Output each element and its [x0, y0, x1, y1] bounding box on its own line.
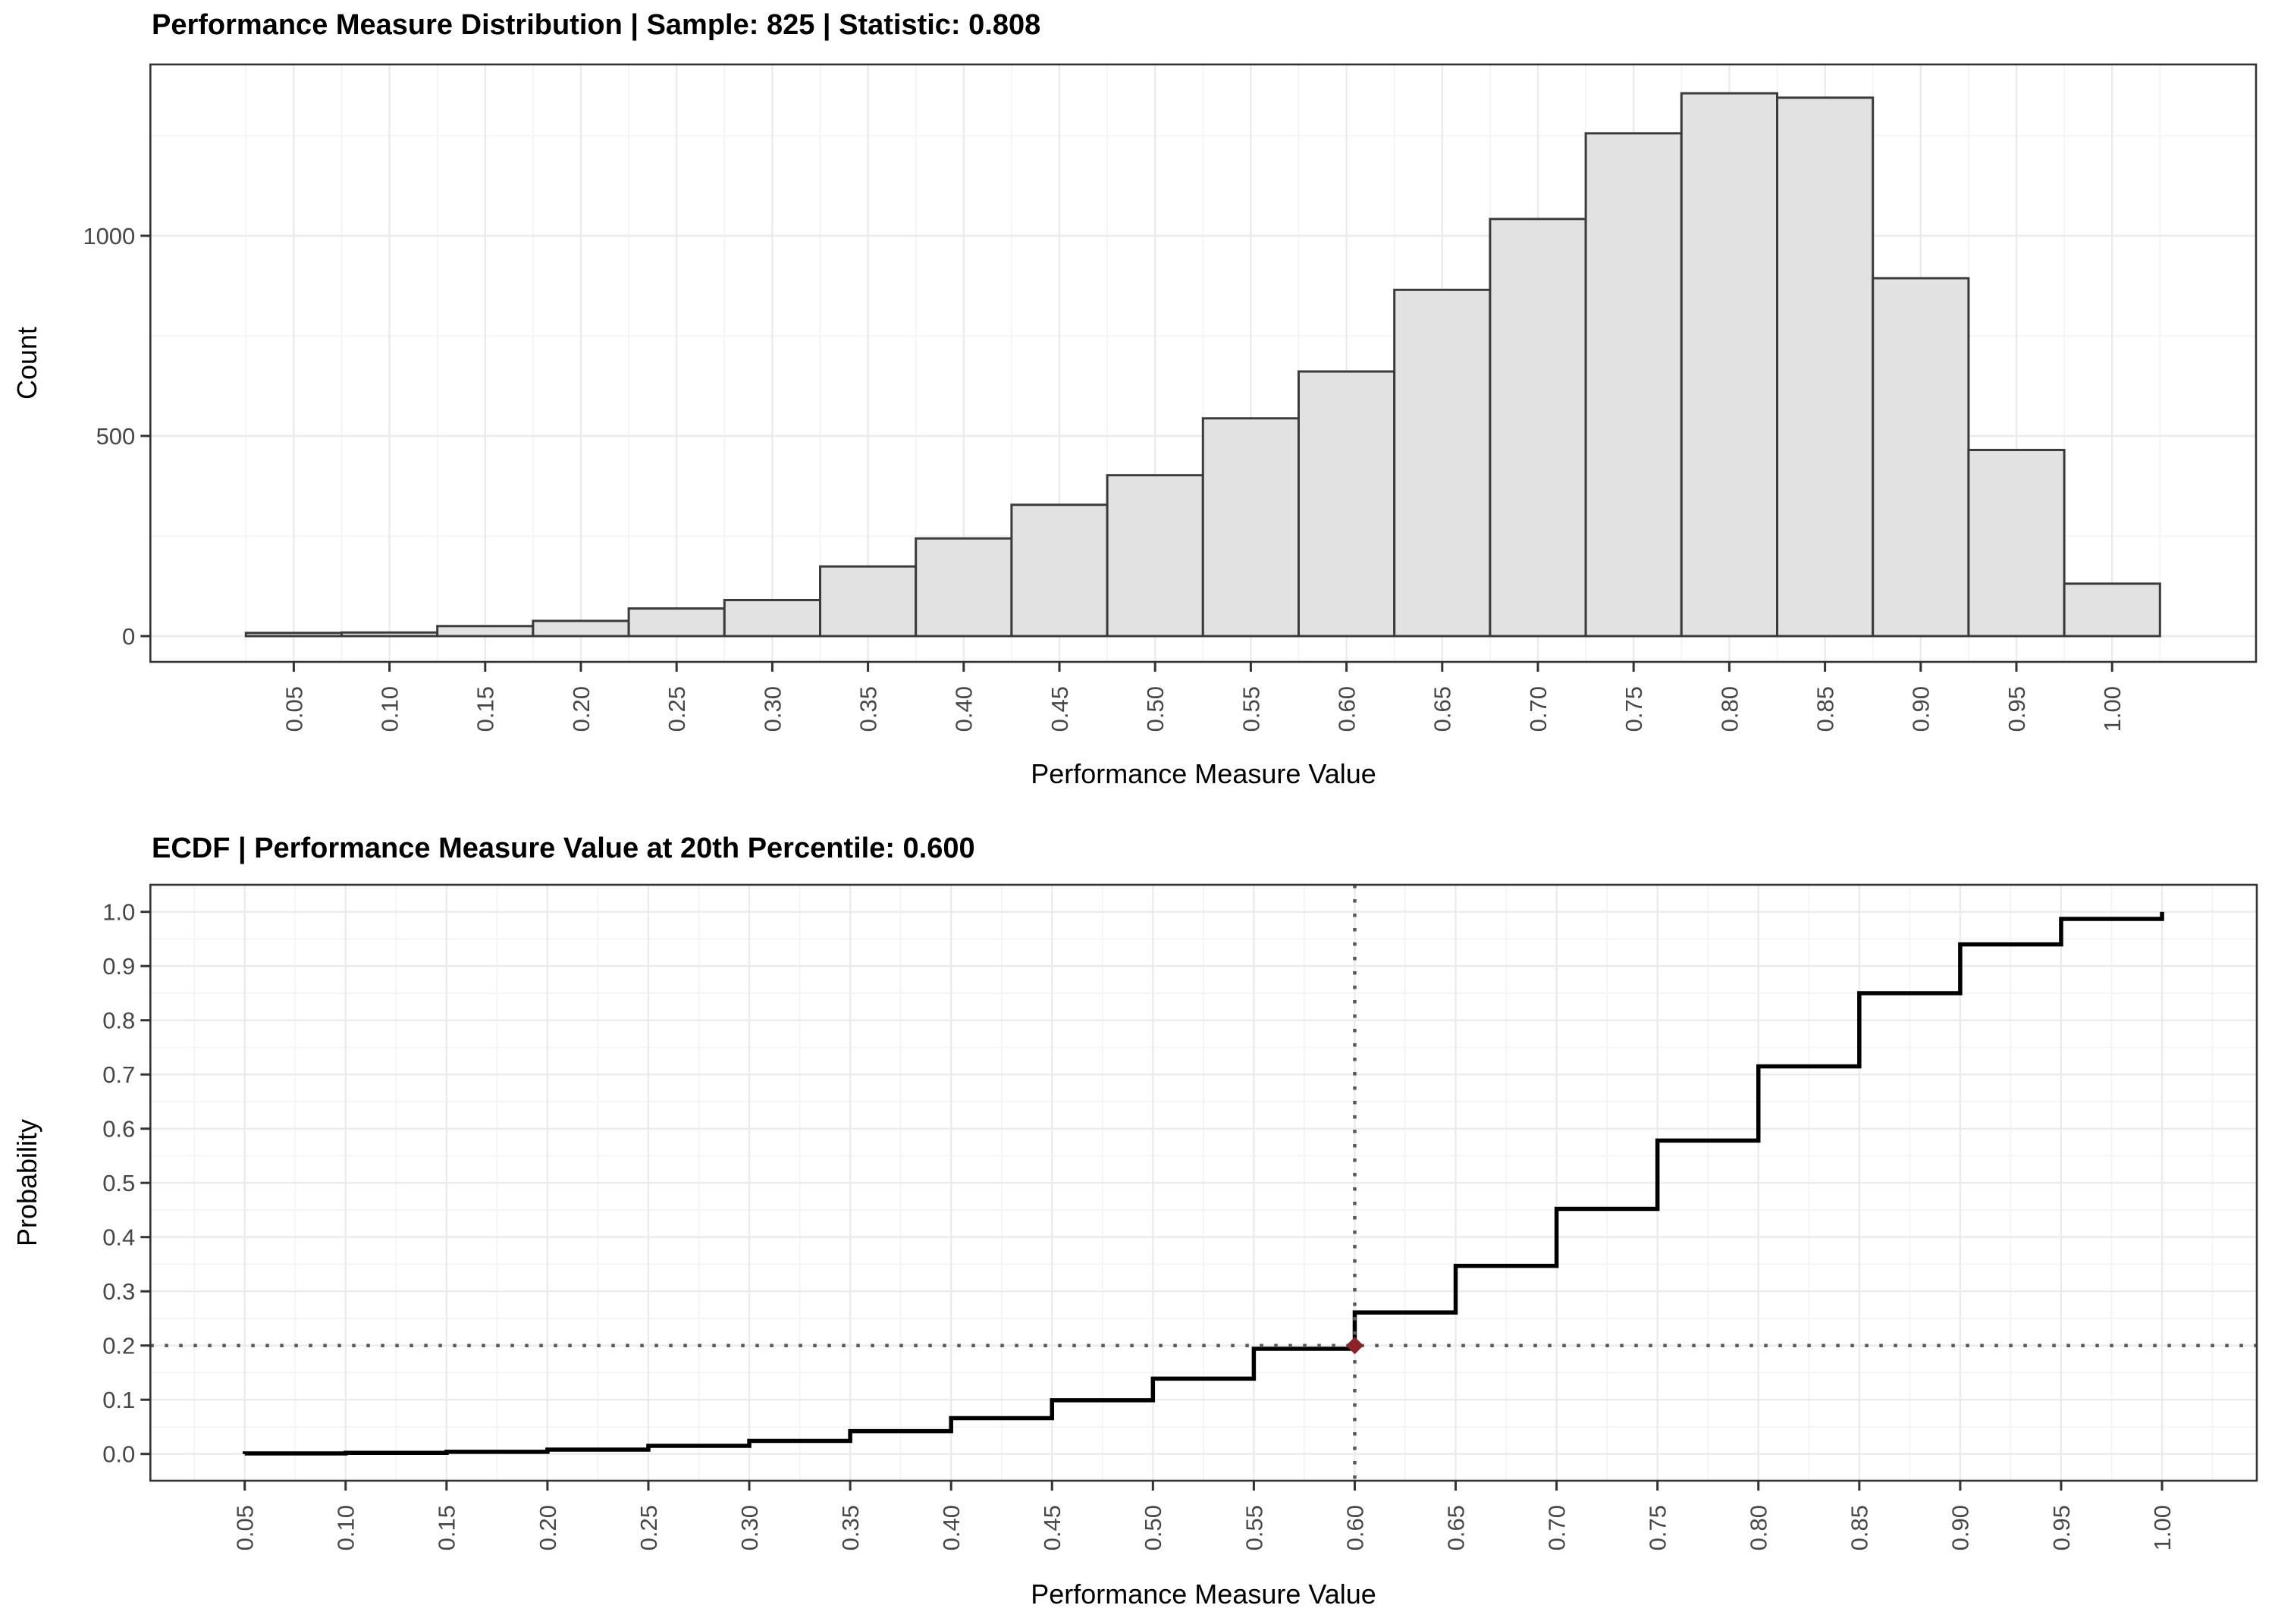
- x-tick-label: 1.00: [2099, 686, 2126, 732]
- x-tick-label: 0.60: [1341, 1505, 1368, 1550]
- x-tick-label: 0.45: [1039, 1505, 1065, 1550]
- y-tick-label: 0.3: [102, 1278, 135, 1305]
- x-tick-label: 0.05: [232, 1505, 259, 1550]
- y-tick-label: 0.4: [102, 1224, 135, 1251]
- percentile-point: [1345, 1337, 1363, 1355]
- y-tick-label: 500: [96, 423, 136, 450]
- histogram-plot: 0.05 0.10 0.15 0.20 0.25 0.30 0.35 0.40 0.45 0.50…: [83, 63, 2258, 732]
- histogram-bar: [627, 607, 726, 638]
- x-tick-label: 0.75: [1621, 686, 1647, 732]
- histogram-bar: [1776, 96, 1875, 638]
- x-tick-label: 0.10: [333, 1505, 359, 1550]
- x-tick-label: 0.30: [759, 686, 786, 732]
- x-tick-label: 0.65: [1442, 1505, 1469, 1550]
- histogram-bar: [532, 619, 630, 638]
- x-tick-label: 0.35: [855, 686, 881, 732]
- x-tick-label: 0.40: [938, 1505, 965, 1550]
- x-tick-label: 0.70: [1543, 1505, 1570, 1550]
- histogram-bar: [723, 598, 821, 638]
- histogram-bar: [1489, 218, 1587, 638]
- x-tick-label: 0.25: [635, 1505, 662, 1550]
- y-tick-label: 0.2: [102, 1333, 135, 1359]
- y-tick-label: 0.5: [102, 1170, 135, 1196]
- x-tick-label: 0.10: [376, 686, 403, 732]
- x-tick-label: 0.55: [1241, 1505, 1267, 1550]
- histogram-bar: [436, 625, 535, 638]
- ecdf-step-line: [242, 911, 2164, 1456]
- x-tick-label: 0.65: [1429, 686, 1456, 732]
- x-tick-label: 0.85: [1812, 686, 1838, 732]
- x-tick-label: 0.35: [837, 1505, 864, 1550]
- y-tick-label: 0.7: [102, 1061, 135, 1088]
- y-tick-label: 0: [122, 623, 135, 650]
- histogram-title: Performance Measure Distribution | Sampl…: [152, 9, 1041, 41]
- y-tick-label: 0.8: [102, 1008, 135, 1034]
- x-tick-label: 0.30: [736, 1505, 763, 1550]
- x-tick-label: 0.70: [1525, 686, 1552, 732]
- x-tick-label: 0.05: [281, 686, 307, 732]
- x-tick-label: 0.20: [568, 686, 595, 732]
- histogram-bar: [915, 537, 1013, 638]
- y-tick-label: 0.0: [102, 1441, 135, 1468]
- histogram-bar: [244, 632, 343, 638]
- ecdf-plot: 0.05 0.10 0.15 0.20 0.25 0.30 0.35 0.40 0.45 0.50…: [102, 883, 2258, 1550]
- x-tick-label: 1.00: [2149, 1505, 2176, 1550]
- x-tick-label: 0.85: [1847, 1505, 1873, 1550]
- histogram-bar: [1201, 417, 1301, 638]
- x-tick-label: 0.25: [664, 686, 690, 732]
- ecdf-x-axis-title: Performance Measure Value: [1031, 1579, 1376, 1610]
- histogram-bar: [1680, 92, 1779, 638]
- histogram-bar: [340, 631, 439, 638]
- x-tick-label: 0.90: [1947, 1505, 1974, 1550]
- histogram-panel-border: [149, 63, 2258, 663]
- histogram-bar: [1393, 288, 1492, 638]
- y-tick-label: 0.9: [102, 953, 135, 980]
- x-tick-label: 0.50: [1142, 686, 1169, 732]
- x-tick-label: 0.40: [951, 686, 977, 732]
- x-tick-label: 0.50: [1140, 1505, 1166, 1550]
- histogram-bar: [1967, 448, 2066, 638]
- x-tick-label: 0.95: [2004, 686, 2030, 732]
- x-tick-label: 0.20: [535, 1505, 561, 1550]
- x-tick-label: 0.90: [1908, 686, 1935, 732]
- x-tick-label: 0.80: [1716, 686, 1743, 732]
- histogram-bar: [2063, 582, 2161, 638]
- ecdf-y-axis-title: Probability: [11, 1118, 42, 1247]
- histogram-y-axis-title: Count: [11, 326, 42, 400]
- x-tick-label: 0.60: [1333, 686, 1360, 732]
- y-tick-label: 1.0: [102, 899, 135, 926]
- x-tick-label: 0.80: [1746, 1505, 1772, 1550]
- x-tick-label: 0.55: [1238, 686, 1264, 732]
- y-tick-label: 1000: [83, 223, 135, 249]
- histogram-bar: [819, 565, 918, 638]
- histogram-bar: [1584, 132, 1683, 638]
- x-tick-label: 0.75: [1645, 1505, 1671, 1550]
- x-tick-label: 0.15: [472, 686, 499, 732]
- ecdf-title: ECDF | Performance Measure Value at 20th…: [152, 832, 975, 864]
- histogram-bar: [1872, 277, 1970, 638]
- histogram-bar: [1106, 474, 1204, 638]
- y-tick-label: 0.6: [102, 1116, 135, 1143]
- x-tick-label: 0.15: [434, 1505, 460, 1550]
- histogram-x-axis-title: Performance Measure Value: [1031, 758, 1376, 789]
- histogram-bar: [1298, 370, 1396, 638]
- x-tick-label: 0.45: [1046, 686, 1073, 732]
- x-tick-label: 0.95: [2048, 1505, 2075, 1550]
- histogram-bar: [1010, 503, 1109, 638]
- y-tick-label: 0.1: [102, 1387, 135, 1413]
